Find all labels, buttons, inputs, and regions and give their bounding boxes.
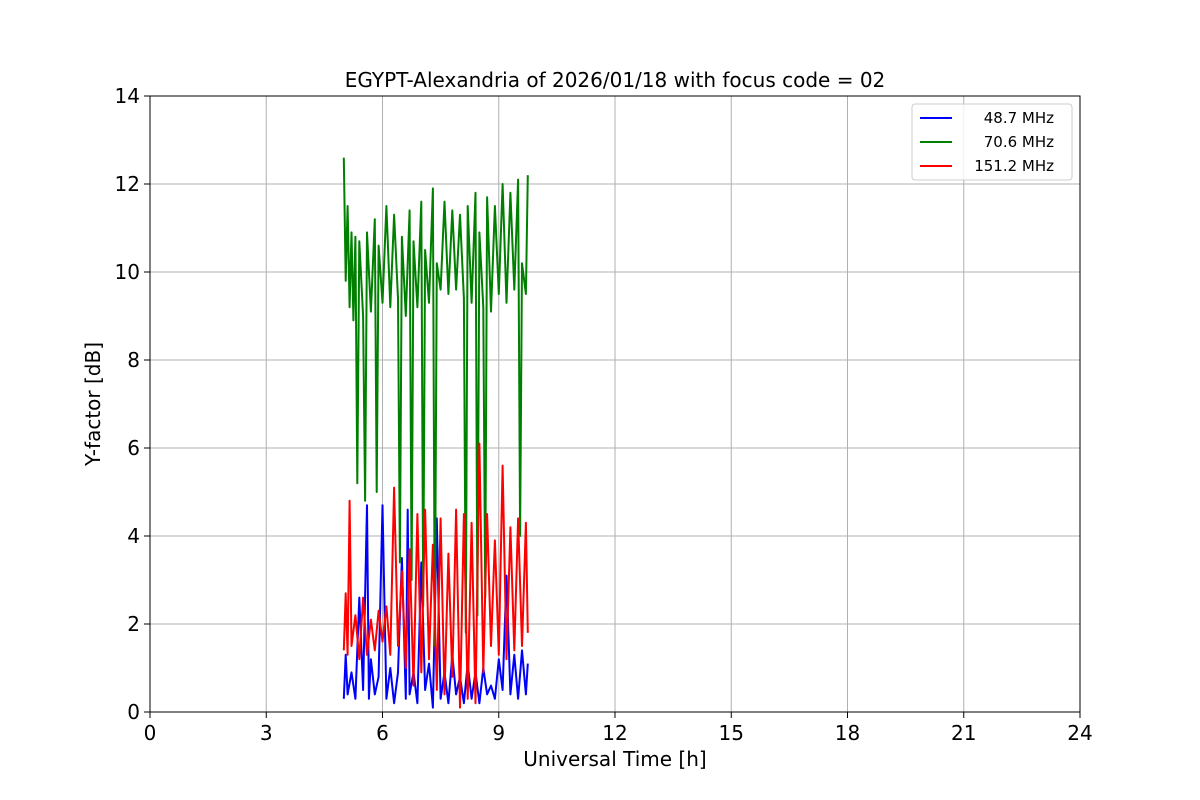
x-tick-label: 12 — [602, 721, 627, 745]
y-tick-label: 4 — [127, 524, 140, 548]
x-tick-label: 21 — [951, 721, 976, 745]
series-line-3 — [342, 442, 529, 709]
x-tick-label: 9 — [492, 721, 505, 745]
legend-box — [911, 103, 1073, 181]
legend-label: 70.6 MHz — [984, 133, 1054, 151]
x-tick-label: 24 — [1067, 721, 1092, 745]
y-tick-label: 8 — [127, 348, 140, 372]
legend: 48.7 MHz 70.6 MHz 151.2 MHz — [911, 103, 1073, 181]
x-tick-label: 3 — [260, 721, 273, 745]
legend-label: 48.7 MHz — [984, 109, 1054, 127]
y-tick-label: 6 — [127, 436, 140, 460]
x-tick-label: 18 — [835, 721, 860, 745]
x-tick-label: 6 — [376, 721, 389, 745]
legend-label: 151.2 MHz — [974, 157, 1054, 175]
legend-entries: 48.7 MHz 70.6 MHz 151.2 MHz — [920, 109, 1054, 175]
y-tick-label: 14 — [115, 84, 140, 108]
y-tick-label: 0 — [127, 700, 140, 724]
series-line-2 — [342, 157, 529, 647]
grid — [149, 95, 1081, 713]
y-tick-label: 2 — [127, 612, 140, 636]
chart-title: EGYPT-Alexandria of 2026/01/18 with focu… — [345, 68, 886, 92]
series-line-1 — [342, 504, 529, 709]
x-tick-label: 15 — [719, 721, 744, 745]
y-axis-label: Y-factor [dB] — [81, 342, 105, 467]
x-axis-label: Universal Time [h] — [523, 747, 706, 771]
series-layer — [342, 157, 529, 709]
y-tick-label: 12 — [115, 172, 140, 196]
y-tick-label: 10 — [115, 260, 140, 284]
x-tick-label: 0 — [144, 721, 157, 745]
